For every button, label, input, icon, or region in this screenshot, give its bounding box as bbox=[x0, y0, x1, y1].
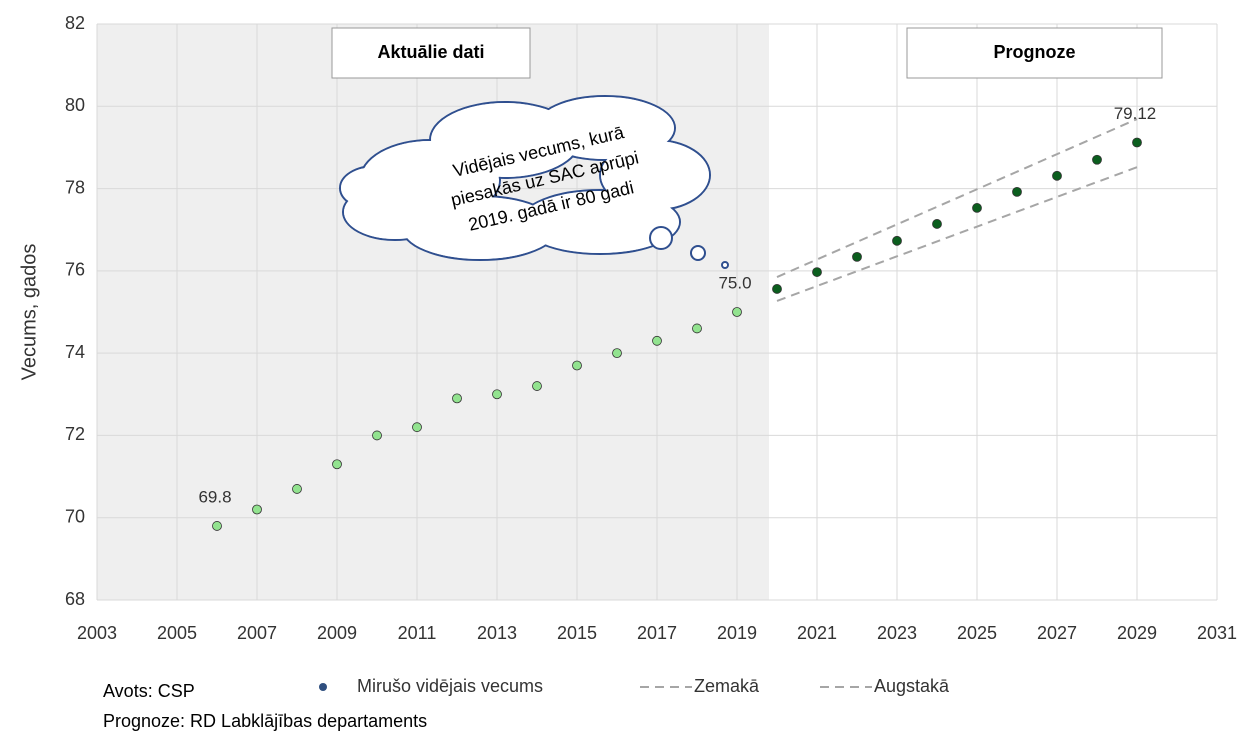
y-tick-label: 70 bbox=[65, 506, 85, 526]
data-point bbox=[652, 335, 662, 346]
x-tick-label: 2025 bbox=[957, 623, 997, 643]
data-point bbox=[972, 203, 982, 213]
data-point bbox=[532, 381, 542, 391]
x-tick-label: 2005 bbox=[157, 623, 197, 643]
x-tick-label: 2017 bbox=[637, 623, 677, 643]
data-label: 69.8 bbox=[198, 487, 231, 506]
legend-marker bbox=[319, 683, 327, 691]
y-tick-label: 82 bbox=[65, 13, 85, 33]
data-point bbox=[572, 360, 582, 371]
y-tick-label: 80 bbox=[65, 95, 85, 115]
data-point bbox=[732, 307, 742, 317]
data-point bbox=[772, 284, 782, 294]
panel-label: Aktuālie dati bbox=[377, 42, 484, 62]
cloud-bubble bbox=[721, 261, 729, 269]
cloud-bubble bbox=[690, 245, 706, 261]
data-point bbox=[452, 393, 462, 404]
y-tick-label: 72 bbox=[65, 424, 85, 444]
data-point bbox=[612, 348, 622, 359]
data-point bbox=[212, 521, 222, 531]
data-point bbox=[1132, 137, 1142, 148]
data-point bbox=[1012, 186, 1022, 197]
data-point bbox=[852, 251, 862, 262]
x-tick-label: 2011 bbox=[398, 623, 437, 643]
x-tick-label: 2019 bbox=[717, 623, 757, 643]
x-tick-label: 2003 bbox=[77, 623, 117, 643]
data-point bbox=[332, 459, 342, 470]
data-point bbox=[692, 323, 702, 334]
x-tick-label: 2015 bbox=[557, 623, 597, 643]
data-point bbox=[1092, 154, 1102, 165]
band-line bbox=[776, 166, 1138, 302]
x-tick-label: 2007 bbox=[237, 623, 277, 643]
data-point bbox=[292, 484, 302, 494]
x-tick-label: 2027 bbox=[1037, 623, 1077, 643]
x-tick-label: 2021 bbox=[797, 623, 837, 643]
y-tick-label: 78 bbox=[65, 177, 85, 197]
legend-label: Mirušo vidējais vecums bbox=[357, 676, 543, 696]
x-tick-label: 2009 bbox=[317, 623, 357, 643]
data-point bbox=[492, 389, 502, 400]
footnote: Avots: CSP bbox=[103, 681, 195, 701]
cloud-fill bbox=[601, 141, 709, 209]
cloud-bubble bbox=[649, 226, 673, 250]
panel-box bbox=[906, 27, 1163, 79]
cloud-fill bbox=[521, 191, 679, 253]
legend-label: Zemakā bbox=[694, 676, 760, 696]
data-point bbox=[412, 422, 422, 433]
data-point bbox=[892, 235, 902, 246]
data-point bbox=[372, 430, 382, 441]
x-tick-label: 2031 bbox=[1197, 623, 1237, 643]
y-tick-label: 76 bbox=[65, 260, 85, 280]
panel-label: Prognoze bbox=[993, 42, 1075, 62]
cloud-fill bbox=[341, 167, 409, 209]
actual-region bbox=[97, 24, 769, 600]
data-label: 75.0 bbox=[718, 273, 751, 292]
annotation-cloud bbox=[339, 95, 711, 261]
data-point bbox=[932, 219, 942, 229]
y-tick-label: 68 bbox=[65, 589, 85, 609]
data-point bbox=[252, 504, 262, 515]
data-label: 79.12 bbox=[1114, 104, 1157, 123]
data-point bbox=[1052, 170, 1062, 181]
panel-box bbox=[331, 27, 531, 79]
x-tick-label: 2029 bbox=[1117, 623, 1157, 643]
data-point bbox=[812, 267, 822, 277]
y-tick-label: 74 bbox=[65, 342, 85, 362]
band-line bbox=[776, 118, 1138, 278]
footnote: Prognoze: RD Labklājības departaments bbox=[103, 711, 427, 731]
y-axis-label: Vecums, gados bbox=[18, 244, 40, 381]
x-tick-label: 2013 bbox=[477, 623, 517, 643]
legend-label: Augstakā bbox=[874, 676, 950, 696]
x-tick-label: 2023 bbox=[877, 623, 917, 643]
